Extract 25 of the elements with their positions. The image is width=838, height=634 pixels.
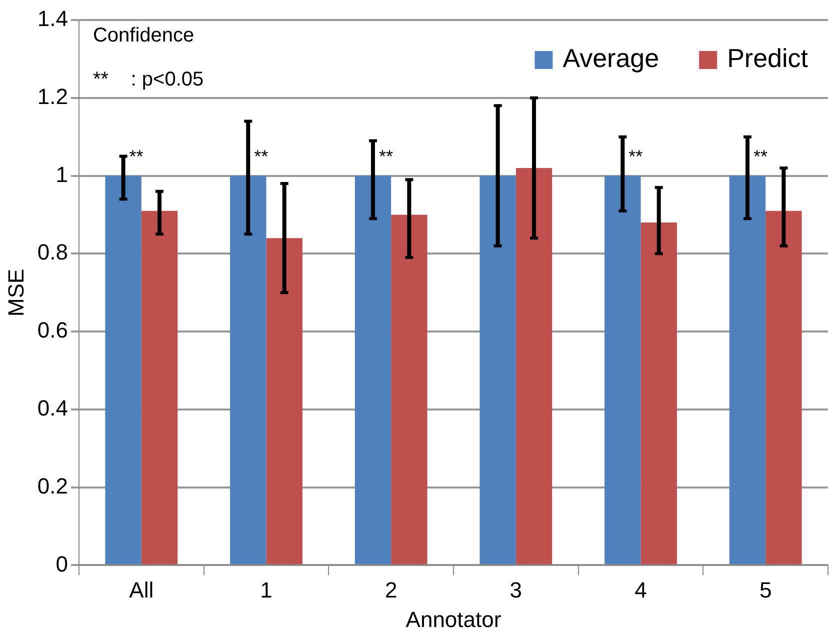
y-tick-label: 0.6 (37, 318, 68, 343)
y-tick-label: 1 (56, 162, 68, 187)
y-axis-title: MSE (3, 268, 28, 316)
data-label: ** (378, 146, 393, 167)
data-label: ** (628, 146, 643, 167)
legend-label: Predict (727, 43, 809, 74)
x-tick-label: 4 (634, 577, 647, 602)
x-tick-label: All (129, 577, 154, 602)
y-tick-label: 0.8 (37, 240, 68, 265)
data-label: ** (753, 146, 768, 167)
data-label: ** (129, 146, 144, 167)
x-tick-label: 5 (759, 577, 772, 602)
y-tick-label: 1.2 (37, 84, 68, 109)
data-label: ** (254, 146, 268, 167)
x-tick-label: 2 (384, 577, 398, 602)
annotation: Confidence (92, 24, 194, 47)
annotation: ** : p<0.05 (92, 68, 204, 91)
x-tick-label: 3 (510, 577, 522, 602)
legend-label: Average (562, 43, 660, 74)
x-tick-label: 1 (260, 577, 272, 602)
x-axis-title: Annotator (406, 606, 502, 632)
y-tick-label: 0 (56, 551, 68, 576)
y-tick-label: 1.4 (37, 6, 68, 32)
y-tick-label: 0.4 (37, 395, 68, 420)
y-tick-label: 0.2 (37, 473, 68, 498)
